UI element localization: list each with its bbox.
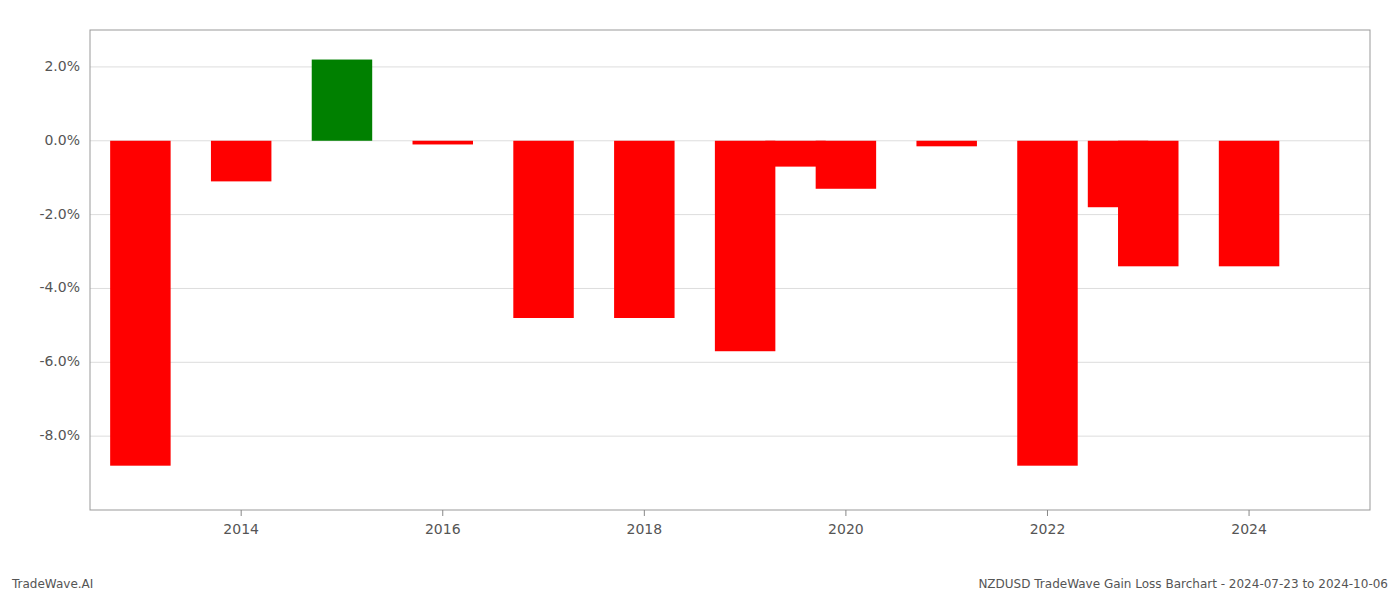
x-tick-label: 2024 xyxy=(1231,521,1267,537)
y-tick-label: -8.0% xyxy=(39,427,80,443)
bar xyxy=(816,141,876,189)
x-tick xyxy=(442,510,443,516)
x-tick-label: 2020 xyxy=(828,521,864,537)
y-tick-label: 2.0% xyxy=(44,58,80,74)
x-tick xyxy=(845,510,846,516)
x-tick-label: 2016 xyxy=(425,521,461,537)
grid-line xyxy=(90,66,1370,67)
bar xyxy=(1219,141,1279,267)
y-tick-label: 0.0% xyxy=(44,132,80,148)
grid-line xyxy=(90,362,1370,363)
bar xyxy=(614,141,674,318)
bar xyxy=(312,60,372,141)
footnote: TradeWave.AI xyxy=(11,577,93,591)
grid-line xyxy=(90,436,1370,437)
bar xyxy=(715,141,775,351)
bar xyxy=(513,141,573,318)
x-tick-label: 2014 xyxy=(223,521,259,537)
footnote: NZDUSD TradeWave Gain Loss Barchart - 20… xyxy=(978,577,1388,591)
bar xyxy=(1017,141,1077,466)
x-axis: 2014 2016 2018 2020 2022 2024 xyxy=(223,510,1267,537)
x-tick xyxy=(241,510,242,516)
x-tick xyxy=(1249,510,1250,516)
bar xyxy=(413,141,473,145)
x-tick xyxy=(644,510,645,516)
y-tick-label: -2.0% xyxy=(39,206,80,222)
bar xyxy=(916,141,976,147)
x-tick xyxy=(1047,510,1048,516)
bars xyxy=(110,60,1279,466)
bar xyxy=(1118,141,1178,267)
plot-frame xyxy=(90,30,1370,510)
bar xyxy=(211,141,271,182)
grid xyxy=(90,67,1370,436)
y-axis: -8.0% -6.0% -4.0% -2.0% 0.0% 2.0% xyxy=(39,58,80,443)
y-tick-label: -4.0% xyxy=(39,279,80,295)
y-tick-label: -6.0% xyxy=(39,353,80,369)
chart: -8.0% -6.0% -4.0% -2.0% 0.0% 2.0% 2014 2016 2018… xyxy=(0,0,1400,600)
bar xyxy=(110,141,170,466)
x-tick-label: 2022 xyxy=(1030,521,1066,537)
x-tick-label: 2018 xyxy=(627,521,663,537)
